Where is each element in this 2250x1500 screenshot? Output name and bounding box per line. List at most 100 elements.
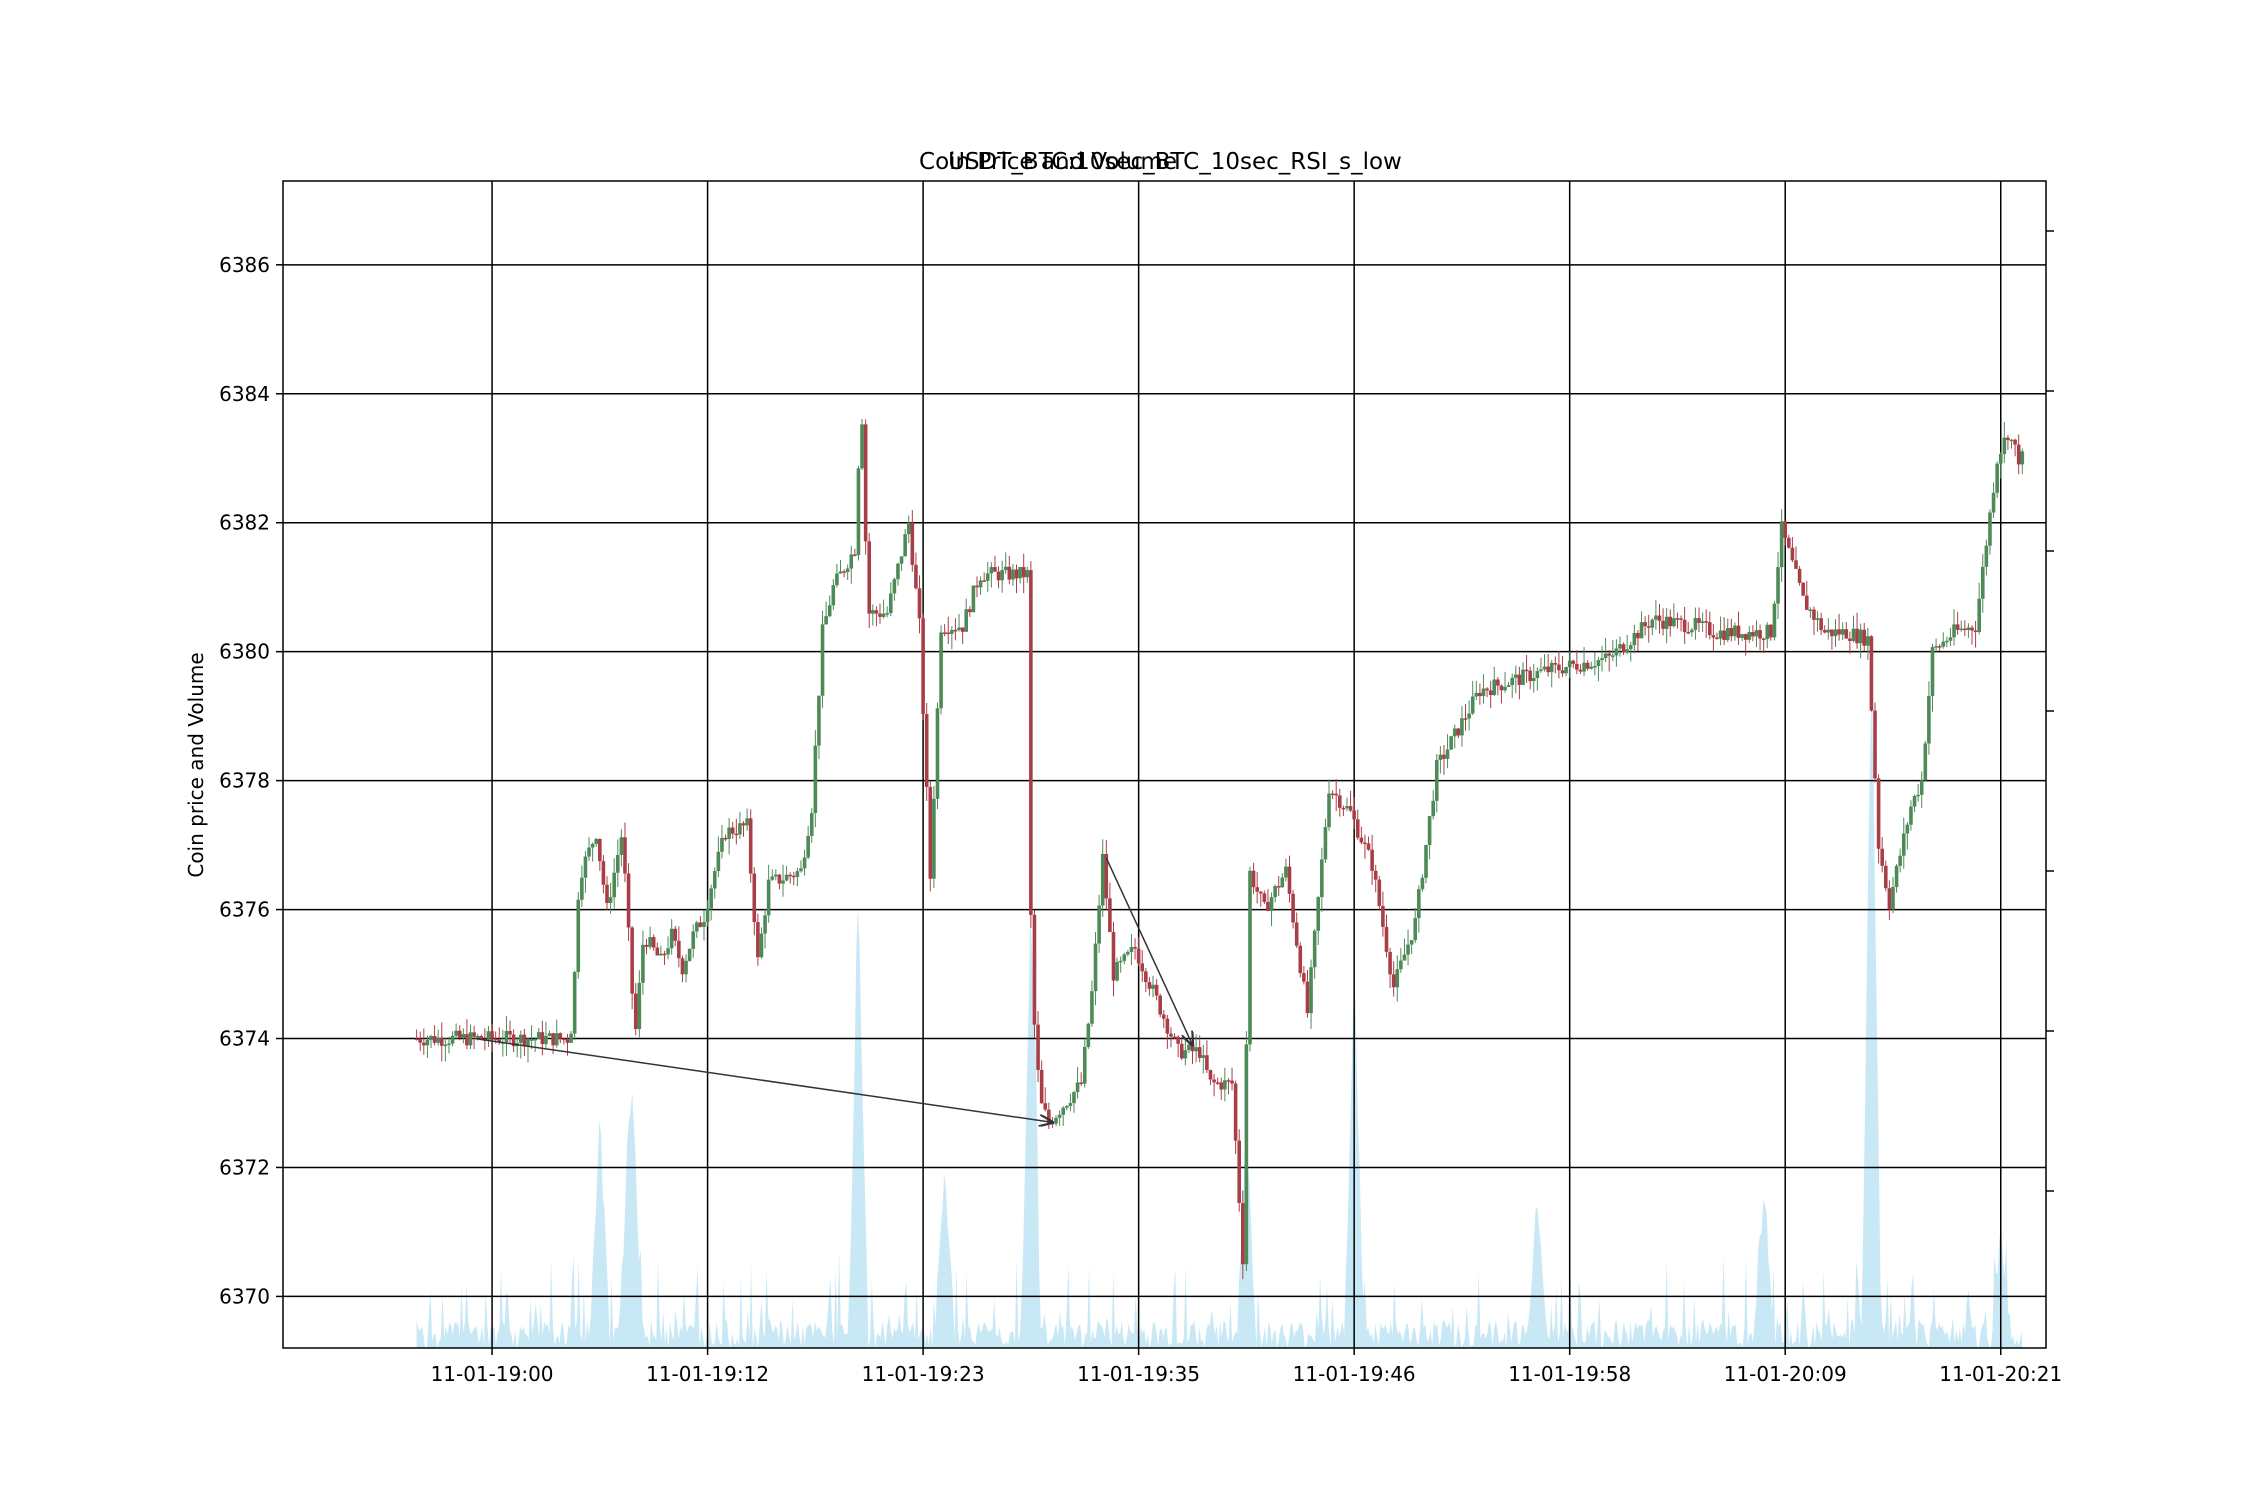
candle-body bbox=[1858, 629, 1863, 644]
candle-body bbox=[817, 695, 821, 746]
candle-body bbox=[1205, 1055, 1209, 1071]
candle-body bbox=[633, 993, 638, 1030]
candle-body bbox=[1991, 492, 1996, 513]
candle-body bbox=[1984, 545, 1989, 567]
candle-body bbox=[2002, 437, 2007, 455]
candle-body bbox=[874, 610, 879, 614]
candle-body bbox=[831, 585, 836, 606]
candle-body bbox=[1980, 566, 1985, 599]
candle-body bbox=[985, 573, 990, 581]
y-tick-label: 6378 bbox=[219, 769, 270, 793]
candle-body bbox=[1463, 718, 1468, 720]
candle-body bbox=[493, 1038, 498, 1041]
candle-body bbox=[580, 877, 584, 900]
candle-body bbox=[1898, 855, 1902, 866]
candle-body bbox=[1427, 816, 1432, 845]
candle-body bbox=[1866, 636, 1870, 646]
candle-body bbox=[1862, 629, 1867, 646]
candle-body bbox=[1305, 981, 1310, 1014]
candle-body bbox=[1445, 749, 1450, 759]
candle-body bbox=[1064, 1106, 1069, 1108]
candle-body bbox=[871, 610, 875, 614]
candle-body bbox=[1754, 630, 1759, 637]
candle-body bbox=[953, 629, 958, 632]
candle-body bbox=[1488, 690, 1493, 696]
candle-body bbox=[1172, 1036, 1177, 1039]
candle-body bbox=[1122, 954, 1127, 961]
candle-body bbox=[536, 1032, 541, 1040]
candle-body bbox=[745, 818, 749, 826]
candle-body bbox=[1819, 618, 1823, 631]
candle-body bbox=[1887, 888, 1892, 910]
candle-body bbox=[885, 613, 889, 615]
x-tick-label: 11-01-19:35 bbox=[1077, 1362, 1200, 1386]
candle-body bbox=[1492, 679, 1497, 696]
candle-body bbox=[756, 922, 760, 958]
price-candles bbox=[414, 419, 2025, 1280]
candle-body bbox=[1571, 660, 1576, 664]
candle-body bbox=[436, 1037, 440, 1043]
candle-body bbox=[1352, 810, 1356, 820]
candle-body bbox=[1779, 521, 1784, 568]
candle-body bbox=[1144, 971, 1148, 983]
candle-body bbox=[1194, 1047, 1198, 1052]
candle-body bbox=[1133, 946, 1137, 949]
candle-body bbox=[529, 1039, 534, 1041]
candle-body bbox=[1320, 859, 1324, 898]
candle-body bbox=[1567, 660, 1572, 667]
candle-body bbox=[860, 424, 864, 469]
chart-title-left: Coin Price and Volume bbox=[919, 149, 1177, 175]
candle-body bbox=[1517, 674, 1522, 685]
candle-body bbox=[1449, 736, 1453, 750]
candle-body bbox=[508, 1030, 512, 1035]
candle-body bbox=[1844, 629, 1849, 639]
candle-body bbox=[1104, 853, 1109, 899]
candle-body bbox=[497, 1039, 502, 1043]
annotation-arrows bbox=[474, 857, 1193, 1122]
candle-body bbox=[720, 837, 724, 852]
candle-body bbox=[1923, 743, 1928, 781]
candle-body bbox=[615, 854, 620, 873]
candle-body bbox=[551, 1033, 555, 1046]
candle-body bbox=[1136, 948, 1141, 964]
right-axis-ticks bbox=[2046, 230, 2054, 1192]
candle-body bbox=[1424, 844, 1428, 878]
candle-body bbox=[1826, 629, 1831, 633]
candle-body bbox=[842, 571, 846, 573]
candle-body bbox=[1740, 634, 1744, 638]
candle-body bbox=[576, 899, 581, 973]
candle-body bbox=[770, 876, 775, 880]
candle-body bbox=[1165, 1018, 1170, 1034]
candle-body bbox=[684, 960, 688, 975]
candle-body bbox=[1668, 616, 1673, 627]
candle-body bbox=[1442, 754, 1446, 759]
candle-body bbox=[1161, 1014, 1166, 1019]
candle-body bbox=[1743, 634, 1748, 640]
candle-body bbox=[486, 1031, 491, 1040]
candle-body bbox=[1097, 905, 1101, 944]
candle-body bbox=[1664, 616, 1669, 629]
candle-body bbox=[1959, 628, 1964, 631]
candle-body bbox=[748, 818, 753, 874]
candle-body bbox=[1111, 932, 1116, 981]
candle-body bbox=[558, 1033, 563, 1039]
candle-body bbox=[1636, 632, 1640, 639]
candle-body bbox=[569, 1033, 573, 1043]
candle-body bbox=[975, 585, 979, 588]
candle-body bbox=[1388, 951, 1392, 975]
candle-body bbox=[418, 1038, 423, 1043]
candle-body bbox=[1542, 666, 1547, 670]
candle-body bbox=[924, 714, 929, 787]
chart-title-center: USDT_BTC:10sec_BTC_10sec_RSI_s_low bbox=[948, 149, 1402, 175]
candle-body bbox=[472, 1032, 476, 1037]
candle-body bbox=[1524, 669, 1529, 672]
grid-lines bbox=[283, 181, 2046, 1348]
candle-body bbox=[1406, 944, 1410, 955]
candle-body bbox=[1373, 870, 1378, 880]
candle-body bbox=[540, 1032, 545, 1045]
candle-body bbox=[1158, 995, 1162, 1015]
candle-body bbox=[1334, 793, 1339, 796]
candle-body bbox=[1794, 560, 1798, 569]
candle-body bbox=[490, 1031, 494, 1039]
candle-body bbox=[799, 868, 803, 872]
